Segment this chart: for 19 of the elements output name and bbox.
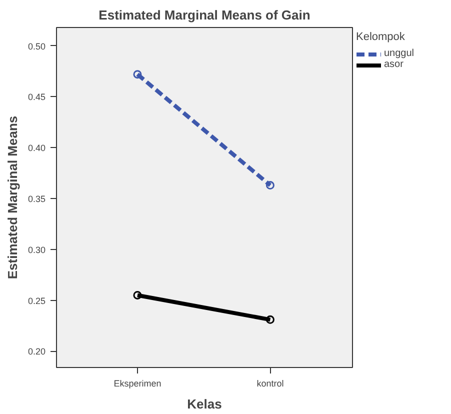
x-tick-label: Eksperimen	[114, 378, 162, 388]
y-tick-label: 0.20	[28, 346, 46, 357]
x-tick-label: kontrol	[256, 378, 284, 388]
chart-title: Estimated Marginal Means of Gain	[98, 8, 310, 22]
y-tick-label: 0.35	[28, 194, 46, 204]
legend-title: Kelompok	[356, 31, 406, 43]
y-tick-label: 0.40	[28, 143, 46, 154]
legend-label: unggul	[384, 48, 414, 59]
x-axis-title: Kelas	[187, 396, 222, 412]
y-tick-label: 0.25	[28, 296, 46, 306]
point	[133, 290, 142, 300]
point	[133, 70, 142, 79]
point	[266, 315, 274, 324]
y-axis-title: Estimated Marginal Means	[4, 116, 20, 280]
y-tick-label: 0.50	[28, 41, 46, 52]
point	[266, 181, 274, 190]
legend-label: asor	[384, 59, 404, 70]
y-tick-label: 0.45	[28, 92, 46, 102]
y-tick-label: 0.30	[28, 244, 46, 255]
